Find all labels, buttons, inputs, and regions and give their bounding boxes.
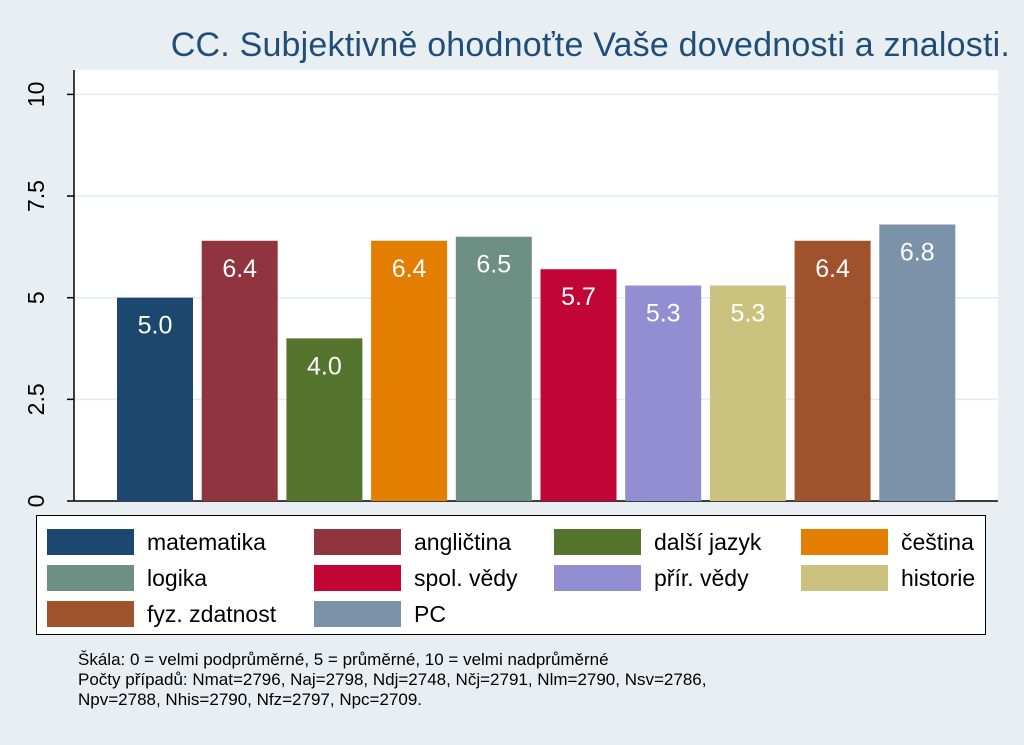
bar — [879, 224, 956, 501]
bar — [201, 240, 278, 501]
legend-swatch — [47, 529, 134, 555]
legend-item: PC — [314, 601, 446, 627]
legend-swatch — [47, 601, 134, 627]
legend-label: spol. vědy — [414, 564, 518, 591]
legend-item: spol. vědy — [314, 565, 518, 591]
legend-label: další jazyk — [654, 528, 762, 555]
legend-label: čeština — [901, 528, 974, 555]
legend-label: PC — [414, 600, 446, 627]
legend-swatch — [801, 529, 888, 555]
bar — [540, 269, 617, 501]
legend-label: matematika — [147, 528, 266, 555]
legend-item: logika — [47, 565, 207, 591]
bar — [709, 285, 786, 501]
y-tick-label: 10 — [23, 82, 49, 108]
bar — [371, 240, 448, 501]
legend-item: matematika — [47, 529, 266, 555]
y-tick-label: 5 — [23, 291, 49, 304]
bar-value-label: 5.3 — [731, 300, 766, 328]
bar-value-label: 6.4 — [392, 255, 427, 283]
bar — [455, 236, 532, 501]
bar-value-label: 6.5 — [476, 251, 511, 279]
bar-value-label: 6.4 — [222, 255, 257, 283]
bar-value-label: 5.0 — [138, 312, 173, 340]
legend-item: angličtina — [314, 529, 511, 555]
legend-swatch — [314, 529, 401, 555]
legend-label: logika — [147, 564, 208, 591]
bar — [625, 285, 702, 501]
legend-swatch — [314, 601, 401, 627]
bar-value-label: 6.4 — [815, 255, 850, 283]
legend-item: přír. vědy — [554, 565, 749, 591]
legend: matematika angličtina další jazyk čeština lo… — [36, 515, 986, 635]
note-counts-2: Npv=2788, Nhis=2790, Nfz=2797, Npc=2709. — [78, 690, 423, 709]
legend-label: přír. vědy — [654, 564, 749, 591]
legend-swatch — [314, 565, 401, 591]
note-scale: Škála: 0 = velmi podprůměrné, 5 = průměr… — [78, 650, 609, 669]
bar-value-label: 6.8 — [900, 239, 935, 267]
chart-notes: Škála: 0 = velmi podprůměrné, 5 = průměr… — [78, 650, 706, 710]
y-tick-label: 7.5 — [23, 180, 49, 212]
legend-swatch — [801, 565, 888, 591]
legend-swatch — [554, 565, 641, 591]
y-tick-label: 0 — [23, 495, 49, 508]
bar — [794, 240, 871, 501]
bar-value-label: 5.3 — [646, 300, 681, 328]
note-counts-1: Počty případů: Nmat=2796, Naj=2798, Ndj=… — [78, 670, 707, 689]
legend-label: angličtina — [414, 528, 512, 555]
legend-swatch — [554, 529, 641, 555]
legend-item: čeština — [801, 529, 974, 555]
chart-title: CC. Subjektivně ohodnoťte Vaše dovednost… — [170, 26, 1010, 64]
bar — [117, 297, 193, 501]
bar-chart: 0 2.5 5 7.5 10 5.0 6.4 4.0 6.4 6.5 5.7 5.3 5.3 6.4 6.8 — [23, 70, 998, 508]
bar-value-label: 4.0 — [307, 352, 342, 380]
legend-item: historie — [801, 565, 975, 591]
bar-value-label: 5.7 — [561, 283, 596, 311]
y-tick-label: 2.5 — [23, 383, 49, 415]
legend-label: historie — [901, 564, 976, 591]
legend-item: fyz. zdatnost — [47, 601, 276, 627]
bar — [286, 338, 363, 501]
legend-item: další jazyk — [554, 529, 761, 555]
legend-label: fyz. zdatnost — [147, 600, 277, 627]
legend-swatch — [47, 565, 134, 591]
